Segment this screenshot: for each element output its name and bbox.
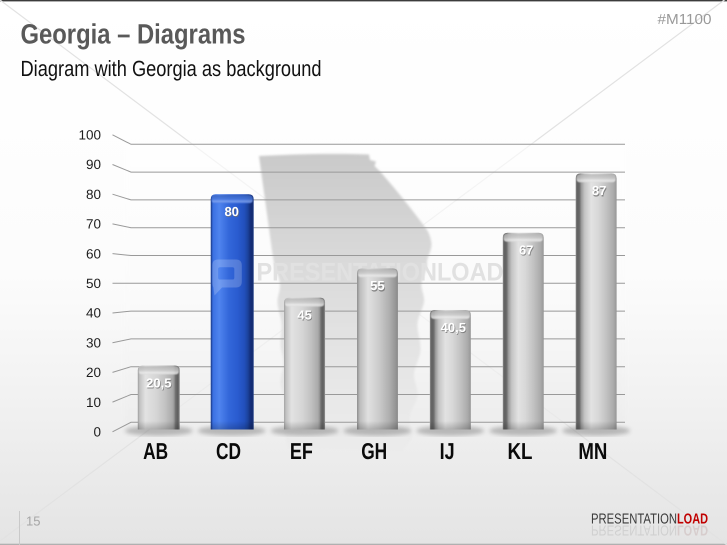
svg-text:LOAD: LOAD: [677, 512, 708, 528]
svg-text:80: 80: [224, 204, 238, 219]
svg-text:90: 90: [86, 157, 101, 172]
svg-text:GH: GH: [361, 438, 387, 464]
svg-text:67: 67: [519, 243, 533, 258]
svg-text:40,5: 40,5: [441, 320, 466, 335]
svg-text:10: 10: [86, 395, 101, 410]
svg-text:PRESENTATION: PRESENTATION: [591, 512, 677, 528]
svg-text:KL: KL: [508, 438, 533, 464]
svg-text:CD: CD: [216, 438, 241, 464]
svg-text:30: 30: [86, 335, 101, 350]
svg-text:80: 80: [225, 205, 239, 220]
svg-text:Diagram with Georgia as backgr: Diagram with Georgia as background: [21, 56, 322, 81]
svg-text:40,5: 40,5: [441, 321, 466, 336]
svg-text:60: 60: [86, 246, 101, 261]
svg-text:40: 40: [86, 306, 101, 321]
svg-text:LOAD: LOAD: [677, 522, 708, 538]
svg-text:20,5: 20,5: [146, 375, 171, 390]
svg-text:70: 70: [86, 217, 101, 232]
svg-text:0: 0: [93, 425, 101, 440]
svg-text:45: 45: [298, 309, 312, 324]
svg-text:55: 55: [371, 279, 385, 294]
svg-text:#M1100: #M1100: [658, 12, 712, 28]
svg-text:IJ: IJ: [440, 438, 455, 464]
svg-text:MN: MN: [578, 438, 607, 464]
svg-text:AB: AB: [143, 438, 168, 464]
svg-text:50: 50: [86, 276, 101, 291]
svg-text:45: 45: [297, 307, 311, 322]
svg-text:20: 20: [86, 365, 101, 380]
svg-text:87: 87: [592, 183, 606, 198]
svg-text:15: 15: [26, 514, 40, 529]
svg-text:EF: EF: [290, 438, 313, 464]
svg-text:100: 100: [78, 128, 101, 143]
svg-text:20,5: 20,5: [147, 376, 172, 391]
svg-text:PRESENTATION: PRESENTATION: [591, 522, 677, 538]
svg-text:55: 55: [370, 278, 384, 293]
svg-text:87: 87: [593, 184, 607, 199]
svg-text:80: 80: [86, 187, 101, 202]
svg-text:67: 67: [520, 244, 534, 259]
svg-text:Georgia – Diagrams: Georgia – Diagrams: [21, 19, 246, 50]
